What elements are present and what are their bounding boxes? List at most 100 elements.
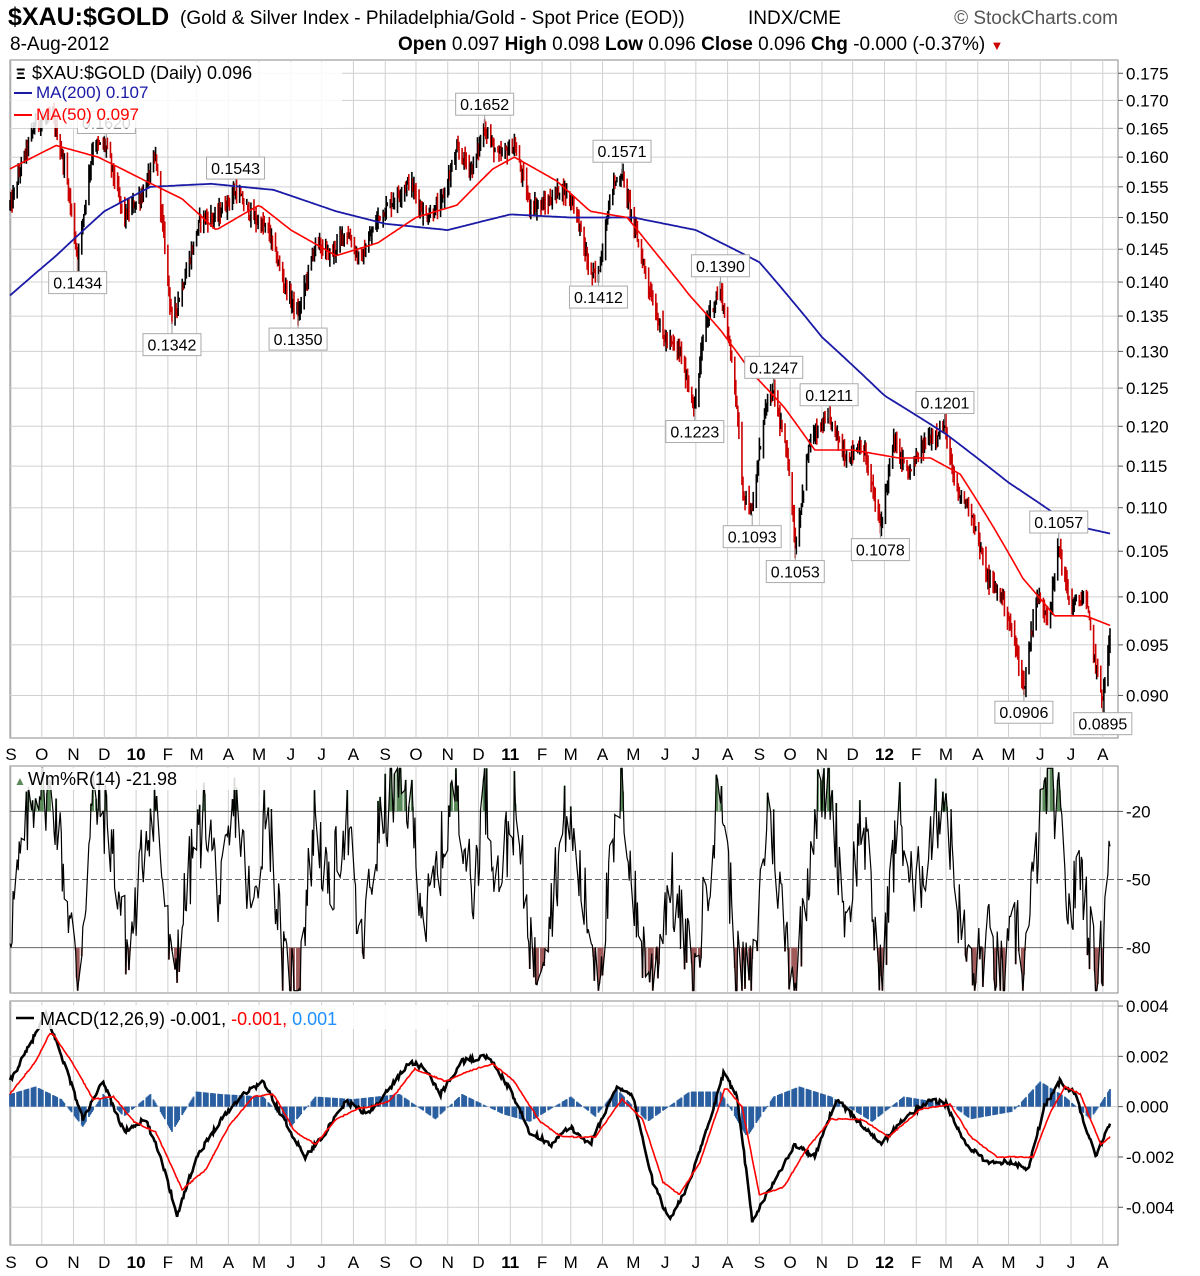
macd-signal-line bbox=[9, 1032, 1111, 1196]
x-tick-label: F bbox=[911, 1253, 921, 1272]
x-tick-label: M bbox=[189, 745, 203, 764]
y-tick-label: 0.000 bbox=[1126, 1098, 1169, 1117]
x-tick-label: M bbox=[626, 1253, 640, 1272]
x-tick-label: M bbox=[252, 1253, 266, 1272]
x-tick-label: J bbox=[692, 745, 701, 764]
x-tick-label: O bbox=[784, 1253, 797, 1272]
x-tick-label: O bbox=[409, 1253, 422, 1272]
open-label: Open bbox=[398, 34, 447, 55]
y-tick-label: 0.170 bbox=[1126, 91, 1169, 110]
annotation-label: 0.1057 bbox=[1034, 515, 1083, 532]
x-tick-label: A bbox=[597, 745, 609, 764]
x-tick-label: S bbox=[754, 745, 765, 764]
x-tick-label: M bbox=[189, 1253, 203, 1272]
y-tick-label: 0.150 bbox=[1126, 209, 1169, 228]
y-tick-label: -20 bbox=[1126, 802, 1151, 821]
x-tick-label: A bbox=[223, 1253, 235, 1272]
x-tick-label: 11 bbox=[501, 1253, 519, 1272]
x-tick-label: N bbox=[442, 745, 454, 764]
annotation-label: 0.1350 bbox=[274, 332, 323, 349]
x-tick-label: F bbox=[163, 745, 173, 764]
annotation-box bbox=[142, 333, 202, 357]
bar-chart-icon: 𝚵 bbox=[16, 66, 26, 82]
chart-date: 8-Aug-2012 bbox=[10, 34, 110, 55]
chart-header: $XAU:$GOLD (Gold & Silver Index - Philad… bbox=[0, 0, 1200, 60]
y-tick-label: -50 bbox=[1126, 871, 1151, 890]
annotation-label: 0.1434 bbox=[53, 276, 102, 293]
y-tick-label: 0.110 bbox=[1126, 499, 1167, 518]
annotation-label: 0.1412 bbox=[574, 290, 623, 307]
x-tick-label: A bbox=[1097, 745, 1109, 764]
low-label: Low bbox=[605, 34, 643, 55]
annotation-box bbox=[690, 254, 750, 278]
x-tick-label: D bbox=[98, 1253, 110, 1272]
x-tick-label: 10 bbox=[127, 1253, 146, 1272]
annotation-box bbox=[799, 383, 859, 407]
x-tick-label: D bbox=[472, 745, 484, 764]
legend-background bbox=[12, 768, 252, 790]
x-tick-label: A bbox=[348, 745, 360, 764]
annotation-label: 0.1053 bbox=[771, 565, 820, 582]
x-tick-label: A bbox=[972, 745, 984, 764]
y-tick-label: 0.115 bbox=[1126, 457, 1167, 476]
x-tick-label: S bbox=[5, 1253, 16, 1272]
y-tick-label: 0.004 bbox=[1126, 997, 1169, 1016]
annotation-box bbox=[850, 538, 910, 562]
annotation-box bbox=[915, 391, 975, 415]
annotation-box bbox=[206, 156, 266, 180]
annotation-box bbox=[1073, 712, 1133, 736]
annotation-label: 0.1078 bbox=[856, 543, 905, 560]
x-tick-label: J bbox=[287, 1253, 296, 1272]
annotation-label: 0.1571 bbox=[598, 144, 647, 161]
y-tick-label: 0.175 bbox=[1126, 64, 1169, 83]
annotation-box bbox=[48, 271, 108, 295]
annotation-box bbox=[994, 700, 1054, 724]
y-tick-label: 0.165 bbox=[1126, 119, 1169, 138]
x-tick-label: N bbox=[816, 745, 828, 764]
annotation-box bbox=[665, 420, 725, 444]
x-tick-label: O bbox=[409, 745, 422, 764]
x-tick-label: J bbox=[1036, 745, 1045, 764]
x-tick-label: F bbox=[911, 745, 921, 764]
annotation-label: 0.0895 bbox=[1078, 717, 1127, 734]
down-triangle-icon: ▼ bbox=[990, 38, 1004, 53]
williams-r-legend-title: Wm%R(14) -21.98 bbox=[28, 769, 177, 789]
macd-legend-title: MACD(12,26,9) -0.001, -0.001, 0.001 bbox=[40, 1009, 337, 1029]
annotation-box bbox=[765, 560, 825, 584]
x-tick-label: 10 bbox=[127, 745, 146, 764]
x-tick-label: D bbox=[98, 745, 110, 764]
y-tick-label: 0.130 bbox=[1126, 342, 1169, 361]
y-tick-label: 0.120 bbox=[1126, 417, 1169, 436]
brand-label: © StockCharts.com bbox=[954, 8, 1118, 29]
y-tick-label: 0.090 bbox=[1126, 686, 1169, 705]
y-tick-label: -0.002 bbox=[1126, 1148, 1174, 1167]
x-tick-label: N bbox=[442, 1253, 454, 1272]
y-tick-label: 0.155 bbox=[1126, 178, 1169, 197]
x-tick-label: F bbox=[163, 1253, 173, 1272]
y-tick-label: -80 bbox=[1126, 939, 1151, 958]
annotation-label: 0.1211 bbox=[805, 388, 853, 405]
x-tick-label: F bbox=[537, 1253, 547, 1272]
x-tick-label: J bbox=[1067, 745, 1076, 764]
y-tick-label: 0.125 bbox=[1126, 379, 1169, 398]
price-legend-title: $XAU:$GOLD (Daily) 0.096 bbox=[32, 63, 252, 83]
williams-r-legend: ▲ Wm%R(14) -21.98 bbox=[12, 768, 252, 790]
x-tick-label: M bbox=[1001, 1253, 1015, 1272]
y-tick-label: 0.002 bbox=[1126, 1047, 1169, 1066]
x-tick-label: D bbox=[847, 745, 859, 764]
x-tick-label: J bbox=[317, 1253, 326, 1272]
annotation-box bbox=[268, 327, 328, 351]
ohlc-summary: Open 0.097 High 0.098 Low 0.096 Close 0.… bbox=[398, 34, 1003, 56]
chg-value: -0.000 (-0.37%) bbox=[853, 34, 986, 55]
macd-value: MACD(12,26,9) -0.001, bbox=[40, 1009, 231, 1029]
x-tick-label: 11 bbox=[501, 745, 519, 764]
x-tick-label: N bbox=[816, 1253, 828, 1272]
y-tick-label: -0.004 bbox=[1126, 1198, 1174, 1217]
x-tick-label: M bbox=[939, 1253, 953, 1272]
x-tick-label: M bbox=[626, 745, 640, 764]
close-label: Close bbox=[701, 34, 753, 55]
x-tick-label: 12 bbox=[875, 745, 894, 764]
chg-label: Chg bbox=[810, 34, 848, 55]
